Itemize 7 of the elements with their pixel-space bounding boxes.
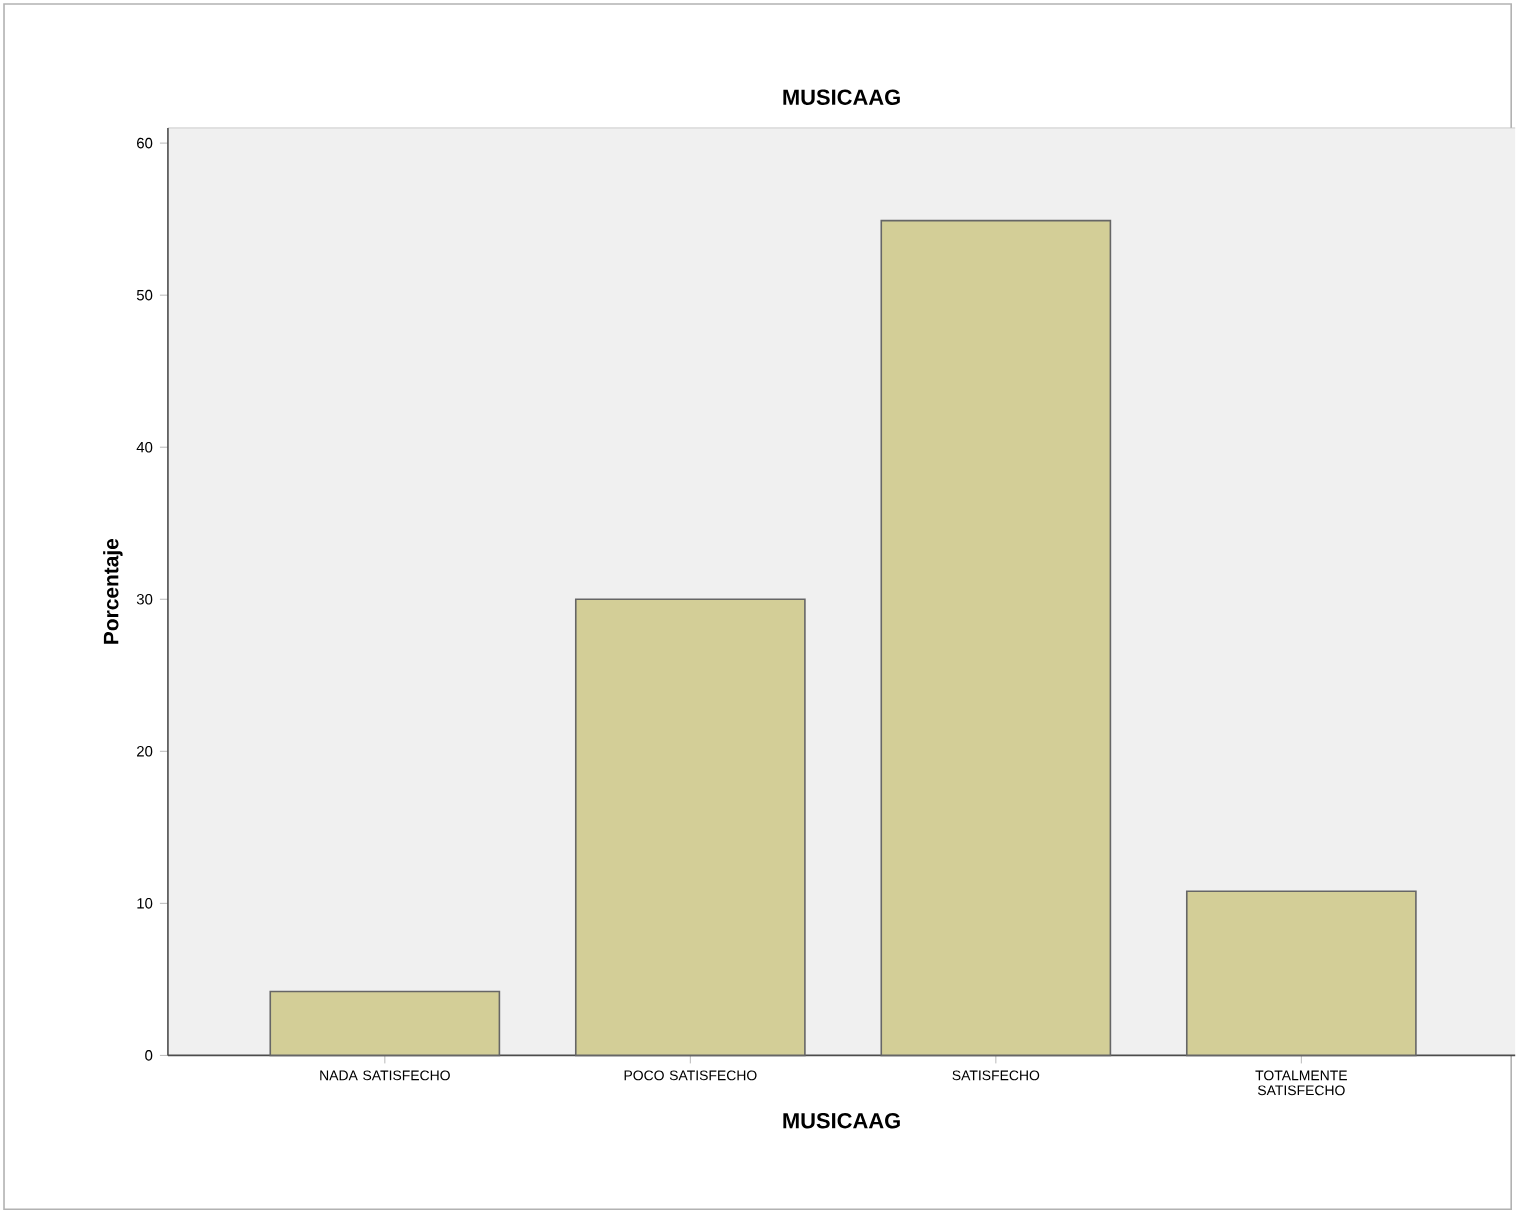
bar xyxy=(880,220,1112,1057)
chart-title: MUSICAAG xyxy=(783,89,900,106)
bar xyxy=(269,991,501,1057)
y-axis-title: Porcentaje xyxy=(103,539,123,645)
bar xyxy=(574,598,806,1057)
x-axis-title: MUSICAAG xyxy=(783,1113,900,1129)
bar xyxy=(1185,890,1417,1057)
